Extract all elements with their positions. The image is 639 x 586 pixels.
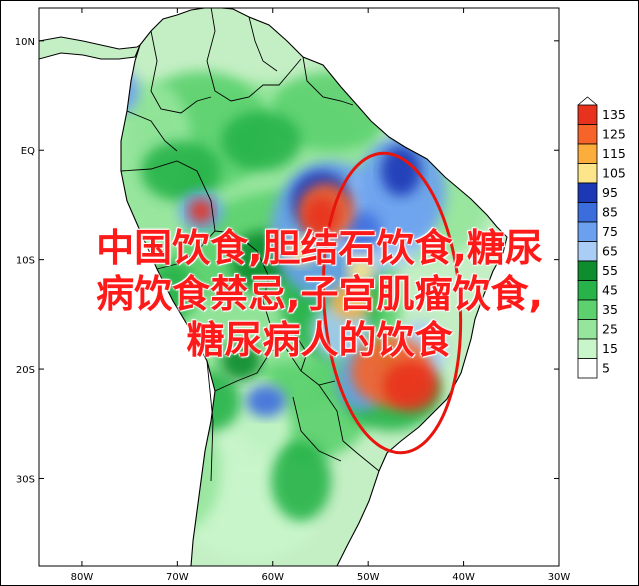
- legend-label: 5: [602, 360, 610, 375]
- lat-label: 20S: [16, 365, 35, 376]
- overlay-text-line-1: 中国饮食,胆结石饮食,糖尿: [96, 226, 543, 270]
- legend-top-arrow: [577, 96, 598, 106]
- axis-ticks: 10N EQ 10S 20S 30S 80W 70W 60W 50W 40W 30W: [15, 8, 571, 583]
- border-line: [270, 326, 308, 372]
- legend-swatch: [577, 358, 598, 379]
- overlay-text-line-2: 病饮食禁忌,子宫肌瘤饮食,: [96, 272, 543, 316]
- precipitation-cell: [287, 237, 315, 265]
- legend-label: 65: [602, 243, 618, 258]
- legend-swatch: [577, 124, 598, 145]
- precipitation-cell: [271, 441, 331, 521]
- lon-label: 70W: [166, 572, 189, 583]
- color-legend: 135 125 115 105 95 85 75 65 55 45 35 25 15 5: [577, 96, 626, 379]
- precipitation-cell: [383, 361, 439, 411]
- border-line: [248, 16, 278, 72]
- border-line: [302, 56, 354, 106]
- legend-label: 15: [602, 341, 618, 356]
- border-line: [292, 396, 342, 462]
- precipitation-cell: [331, 283, 371, 319]
- legend-label: 95: [602, 185, 618, 200]
- border-line: [156, 230, 272, 328]
- legend-label: 55: [602, 263, 618, 278]
- lon-label: 30W: [548, 572, 571, 583]
- legend-label: 45: [602, 282, 618, 297]
- central-america-land: [39, 36, 142, 60]
- lat-label: EQ: [21, 146, 35, 157]
- legend-label: 35: [602, 302, 618, 317]
- legend-label: 75: [602, 224, 618, 239]
- legend-swatch: [577, 143, 598, 164]
- border-line: [206, 8, 302, 102]
- precipitation-field: [121, 69, 491, 561]
- lon-label: 80W: [71, 572, 94, 583]
- border-line: [120, 160, 216, 232]
- border-line: [214, 346, 336, 392]
- overlay-text-line-3: 糖尿病人的饮食: [186, 318, 453, 362]
- legend-label: 25: [602, 321, 618, 336]
- precipitation-cell: [221, 341, 261, 381]
- border-line: [126, 110, 178, 152]
- lat-label: 30S: [16, 474, 35, 485]
- border-line: [318, 384, 380, 472]
- precipitation-cell: [381, 146, 421, 196]
- lat-label: 10N: [15, 37, 35, 48]
- legend-label: 125: [602, 126, 626, 141]
- precipitation-cell: [189, 199, 213, 223]
- plot-border: [38, 7, 560, 567]
- lon-label: 40W: [452, 572, 475, 583]
- country-borders: [120, 8, 380, 482]
- legend-label: 135: [602, 107, 626, 122]
- border-line: [206, 360, 214, 482]
- legend-swatch: [577, 202, 598, 223]
- precipitation-cell: [141, 141, 221, 201]
- legend-swatch: [577, 182, 598, 203]
- lon-label: 50W: [357, 572, 380, 583]
- legend-label: 105: [602, 165, 626, 180]
- precipitation-cell: [246, 385, 286, 417]
- precipitation-cell: [221, 111, 301, 171]
- precipitation-cell: [347, 257, 375, 285]
- legend-swatch: [577, 104, 598, 125]
- lon-label: 60W: [261, 572, 284, 583]
- legend-label: 85: [602, 204, 618, 219]
- highlight-ellipse: [321, 151, 463, 455]
- border-line: [150, 30, 212, 114]
- lat-label: 10S: [16, 256, 35, 267]
- legend-label: 115: [602, 146, 626, 161]
- legend-swatch: [577, 163, 598, 184]
